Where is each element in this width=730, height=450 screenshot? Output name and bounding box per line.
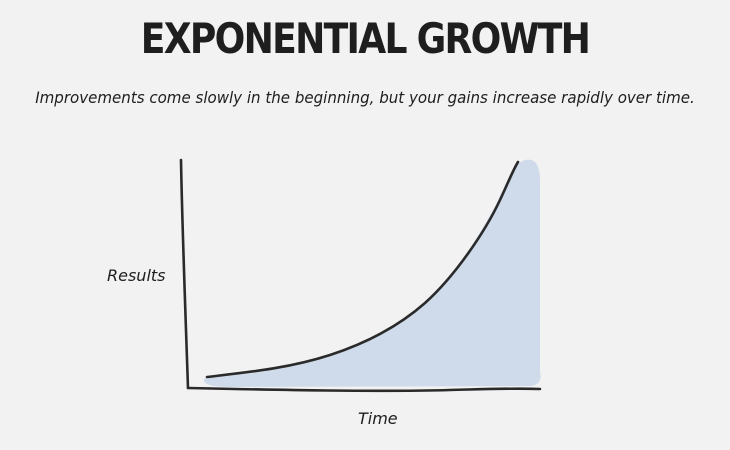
y-axis bbox=[179, 158, 190, 390]
x-axis-label: Time bbox=[358, 409, 398, 428]
page-subtitle: Improvements come slowly in the beginnin… bbox=[35, 88, 695, 107]
growth-curve bbox=[205, 160, 520, 379]
x-axis bbox=[186, 386, 542, 393]
growth-area bbox=[203, 159, 541, 387]
page-title: EXPONENTIAL GROWTH bbox=[140, 14, 591, 63]
y-axis-label: Results bbox=[107, 266, 166, 285]
